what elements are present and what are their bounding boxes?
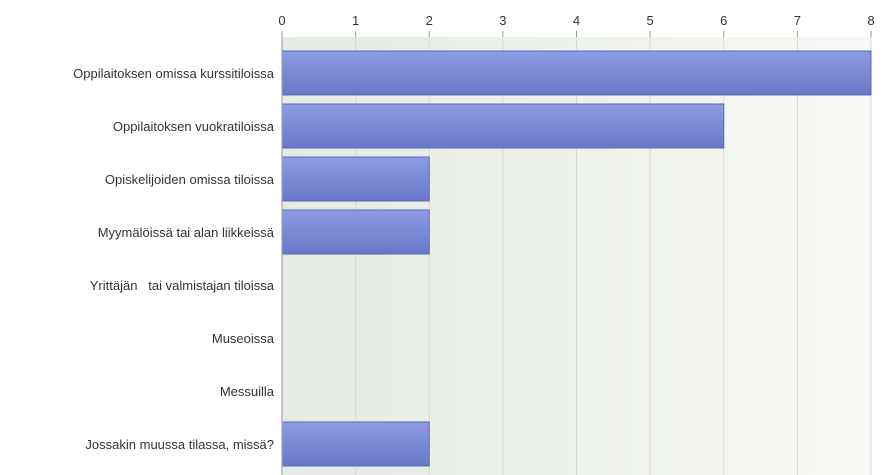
category-label: Jossakin muussa tilassa, missä?: [85, 437, 274, 452]
bar: [281, 421, 430, 467]
bar-series: [281, 50, 872, 467]
category-label: Oppilaitoksen omissa kurssitiloissa: [73, 66, 275, 81]
x-tick-label: 4: [573, 13, 580, 28]
category-labels: Oppilaitoksen omissa kurssitiloissa Oppil…: [73, 66, 275, 452]
category-label: Museoissa: [212, 331, 275, 346]
bar: [281, 209, 430, 255]
x-tick-label: 1: [352, 13, 359, 28]
x-tick-label: 3: [499, 13, 506, 28]
x-tick-label: 0: [278, 13, 285, 28]
bar: [281, 103, 725, 149]
x-tick-label: 7: [794, 13, 801, 28]
category-label: Myymälöissä tai alan liikkeissä: [98, 225, 275, 240]
category-label: Messuilla: [220, 384, 275, 399]
x-axis-ticks: 0 1 2 3 4 5 6 7 8: [278, 13, 875, 37]
x-tick-label: 8: [867, 13, 874, 28]
category-label: Opiskelijoiden omissa tiloissa: [105, 172, 275, 187]
bar: [281, 50, 872, 96]
category-label: Yrittäjän tai valmistajan tiloissa: [90, 278, 275, 293]
bar: [281, 156, 430, 202]
x-tick-label: 2: [426, 13, 433, 28]
x-tick-label: 5: [647, 13, 654, 28]
category-label: Oppilaitoksen vuokratiloissa: [113, 119, 275, 134]
x-tick-label: 6: [720, 13, 727, 28]
